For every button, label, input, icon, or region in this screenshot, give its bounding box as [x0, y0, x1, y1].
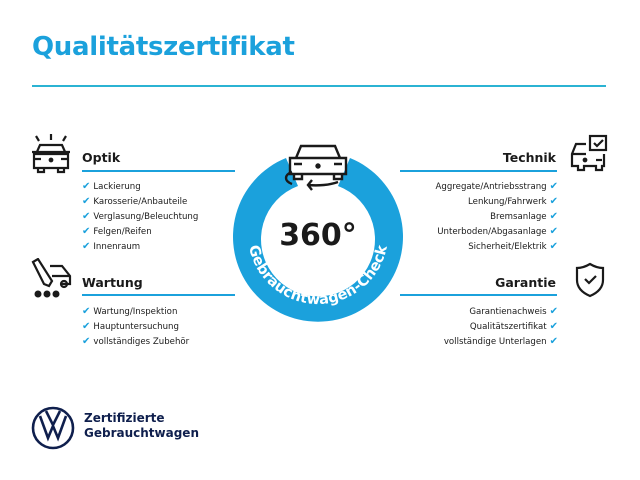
- shield-check-icon: [575, 262, 605, 298]
- list-item: Qualitätszertifikat ✔: [469, 321, 558, 332]
- list-item: ✔ Karosserie/Anbauteile: [82, 196, 188, 207]
- garantie-list: Garantienachweis ✔ Qualitätszertifikat ✔ v…: [444, 304, 558, 349]
- technik-list: Aggregate/Antriebsstrang ✔ Lenkung/Fahrwe…: [436, 179, 558, 254]
- check-icon: ✔: [82, 241, 91, 252]
- check-icon: ✔: [82, 336, 91, 347]
- check-icon: ✔: [82, 306, 91, 317]
- section-title-garantie: Garantie: [495, 275, 556, 290]
- section-divider: [82, 170, 235, 172]
- list-item: Sicherheit/Elektrik ✔: [468, 241, 558, 252]
- list-item: Lenkung/Fahrwerk ✔: [468, 196, 558, 207]
- check-icon: ✔: [549, 306, 558, 317]
- check-icon: ✔: [549, 321, 558, 332]
- list-item: Unterboden/Abgasanlage ✔: [437, 226, 558, 237]
- list-item: ✔ Verglasung/Beleuchtung: [82, 211, 199, 222]
- car-rotate-icon: [284, 144, 348, 191]
- section-title-optik: Optik: [82, 150, 121, 165]
- check-icon: ✔: [549, 211, 558, 222]
- check-icon: ✔: [549, 226, 558, 237]
- 360-label: 360°: [279, 218, 357, 253]
- check-icon: ✔: [82, 211, 91, 222]
- vw-logo: [31, 406, 75, 450]
- section-divider: [400, 294, 557, 296]
- list-item: ✔ vollständiges Zubehör: [82, 336, 190, 347]
- check-icon: ✔: [549, 181, 558, 192]
- car-checkbox-icon: [570, 134, 608, 172]
- service-tools-icon: [31, 258, 72, 298]
- section-title-technik: Technik: [502, 150, 556, 165]
- wartung-list: ✔ Wartung/Inspektion ✔ Hauptuntersuchung ✔…: [82, 304, 189, 349]
- list-item: Aggregate/Antriebsstrang ✔: [435, 181, 558, 192]
- 360-check-badge: 360° Gebrauchtwagen-Check: [233, 144, 403, 322]
- brand-text: Zertifizierte Gebrauchtwagen: [84, 411, 199, 440]
- list-item: ✔ Hauptuntersuchung: [82, 321, 179, 332]
- list-item: Garantienachweis ✔: [469, 306, 558, 317]
- title-divider: [32, 85, 606, 87]
- car-lights-icon: [32, 134, 70, 174]
- check-icon: ✔: [82, 196, 91, 207]
- list-item: Bremsanlage ✔: [490, 211, 558, 222]
- list-item: vollständige Unterlagen ✔: [443, 336, 558, 347]
- ring: [233, 158, 403, 322]
- page-title: Qualitätszertifikat: [32, 32, 295, 62]
- optik-list: ✔ Lackierung ✔ Karosserie/Anbauteile ✔ Verg…: [82, 179, 198, 254]
- list-item: ✔ Innenraum: [82, 241, 141, 252]
- check-icon: ✔: [549, 241, 558, 252]
- section-title-wartung: Wartung: [82, 275, 143, 290]
- section-divider: [82, 294, 235, 296]
- check-icon: ✔: [549, 196, 558, 207]
- check-icon: ✔: [82, 321, 91, 332]
- list-item: ✔ Wartung/Inspektion: [82, 306, 178, 317]
- list-item: ✔ Lackierung: [82, 181, 141, 192]
- check-icon: ✔: [82, 226, 91, 237]
- list-item: ✔ Felgen/Reifen: [82, 226, 152, 237]
- check-icon: ✔: [82, 181, 91, 192]
- check-icon: ✔: [549, 336, 558, 347]
- section-divider: [400, 170, 557, 172]
